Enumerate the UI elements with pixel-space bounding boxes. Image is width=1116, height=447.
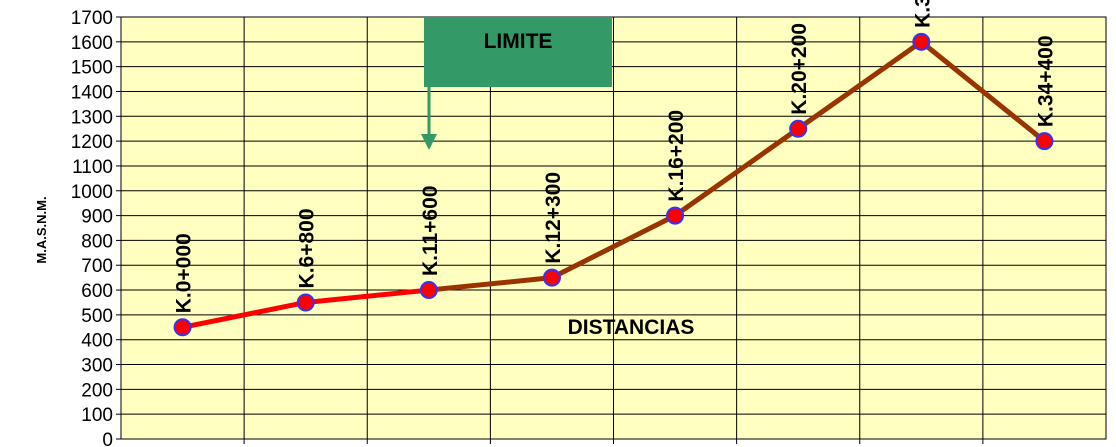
series-segment (918, 39, 1047, 144)
data-point-marker (419, 281, 438, 300)
y-tick-label: 1700 (71, 8, 113, 29)
point-labels: K.0+000 K.6+800 K.11+600 K.12+300 K.16+200 K.… (173, 0, 1058, 313)
series-segment (795, 39, 924, 132)
y-tick-label: 900 (81, 207, 113, 228)
y-axis-label: M.A.S.N.M. (34, 196, 49, 263)
series-segment (303, 287, 432, 305)
point-label: K.16+200 (665, 110, 688, 202)
y-tick-label: 1100 (72, 157, 113, 178)
point-label: K.20+200 (788, 23, 811, 115)
distances-label: DISTANCIAS (568, 316, 695, 339)
data-point-marker (542, 268, 561, 287)
data-point-marker (296, 293, 315, 312)
y-tick-label: 1300 (71, 107, 113, 128)
y-axis-ticks: 0 100 200 300 400 500 600 700 800 900 1000 1100 1200… (71, 8, 121, 447)
point-label: K.30+700 (911, 0, 934, 28)
y-tick-label: 400 (81, 331, 113, 352)
series-segment (426, 275, 555, 293)
point-label: K.34+400 (1034, 35, 1057, 127)
data-point-marker (666, 206, 685, 225)
data-point-marker (789, 119, 808, 138)
y-tick-label: 800 (81, 231, 113, 252)
y-tick-label: 1200 (71, 132, 113, 153)
limit-annotation: LIMITE (421, 17, 612, 150)
y-tick-label: 1400 (71, 82, 113, 103)
point-label: K.11+600 (419, 186, 442, 277)
data-point-marker (1035, 132, 1054, 151)
y-tick-label: 700 (81, 256, 113, 277)
series-segment (180, 299, 309, 330)
y-tick-label: 600 (81, 281, 113, 302)
y-tick-label: 1500 (71, 58, 113, 79)
y-tick-label: 100 (81, 405, 113, 426)
point-label: K.12+300 (542, 172, 565, 264)
y-tick-label: 500 (81, 306, 113, 327)
point-label: K.6+800 (296, 208, 319, 288)
data-point-marker (912, 32, 931, 51)
data-points (173, 32, 1054, 337)
series-segment (672, 126, 801, 219)
y-tick-label: 1000 (71, 182, 113, 203)
limit-label: LIMITE (484, 30, 553, 53)
elevation-series (180, 39, 1047, 330)
series-segment (549, 213, 678, 281)
data-point-marker (173, 318, 192, 337)
limit-arrow-head (421, 134, 437, 150)
y-tick-label: 0 (102, 430, 113, 447)
y-tick-label: 1600 (71, 33, 113, 54)
point-label: K.0+000 (173, 233, 196, 313)
limit-box (424, 17, 612, 87)
y-tick-label: 300 (81, 356, 113, 377)
y-tick-label: 200 (81, 380, 113, 401)
